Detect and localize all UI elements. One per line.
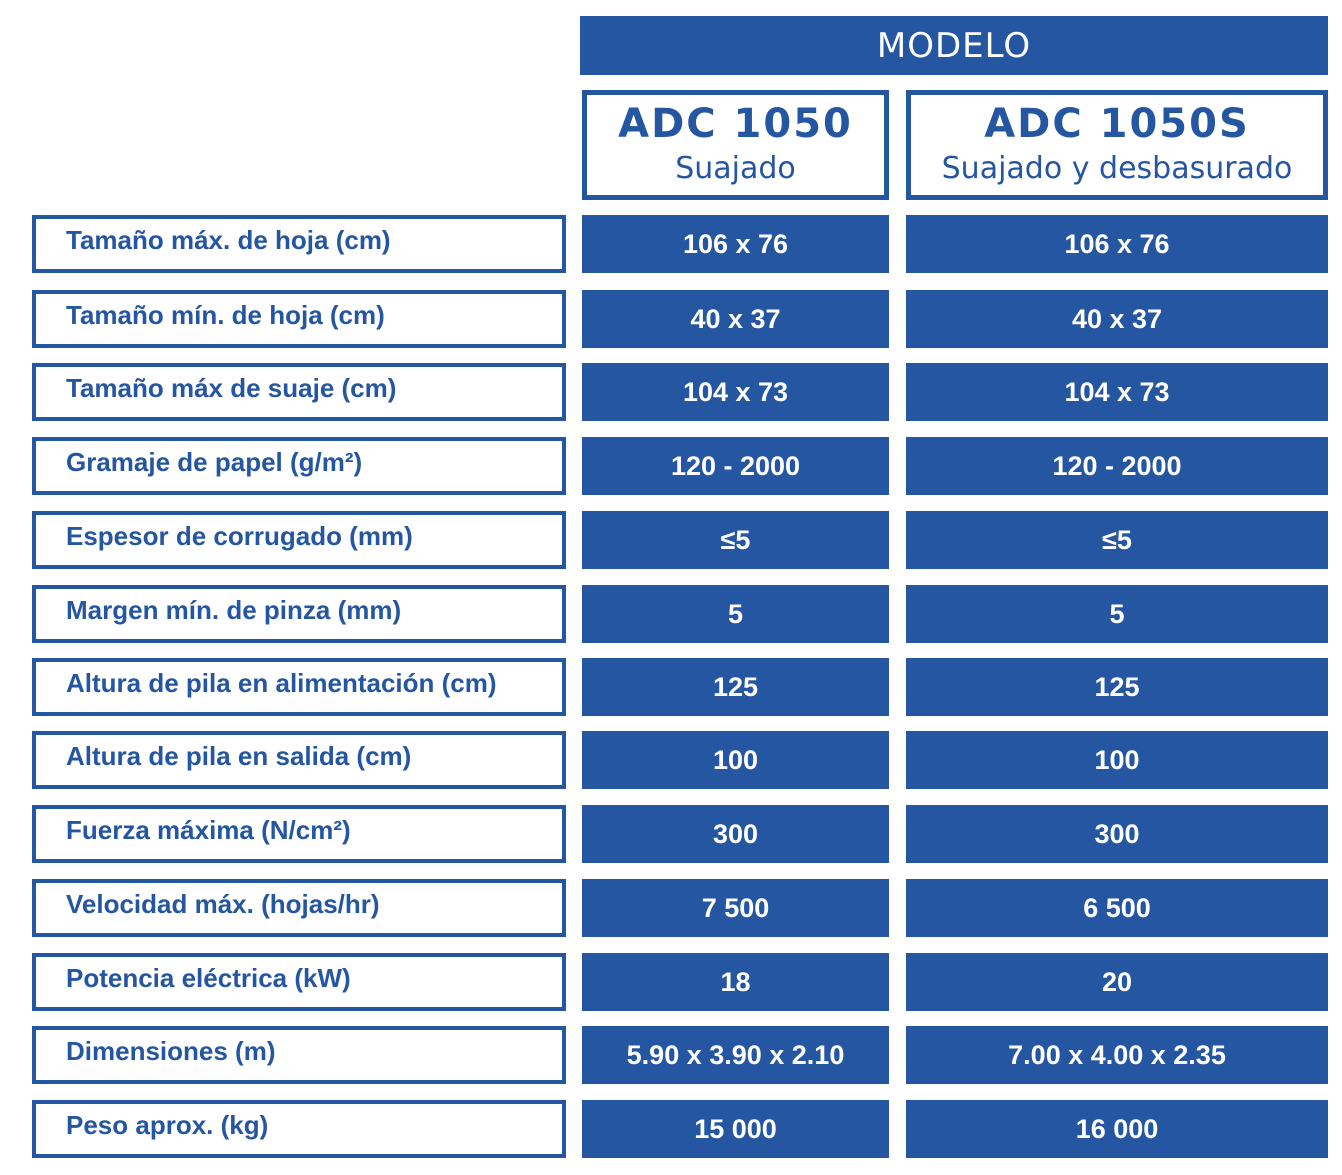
row-value-adc-1050: 7 500: [582, 879, 889, 937]
row-label: Tamaño máx de suaje (cm): [32, 363, 566, 421]
row-label: Margen mín. de pinza (mm): [32, 585, 566, 643]
row-value-adc-1050s: 20: [906, 953, 1328, 1011]
row-value-adc-1050: 15 000: [582, 1100, 889, 1158]
row-value-adc-1050s: 106 x 76: [906, 215, 1328, 273]
row-label: Peso aprox. (kg): [32, 1100, 566, 1158]
modelo-header: MODELO: [580, 16, 1328, 75]
row-value-adc-1050: 5: [582, 585, 889, 643]
model-name: ADC 1050: [618, 101, 853, 147]
row-value-adc-1050s: 104 x 73: [906, 363, 1328, 421]
row-value-adc-1050s: 7.00 x 4.00 x 2.35: [906, 1026, 1328, 1084]
row-value-adc-1050: 5.90 x 3.90 x 2.10: [582, 1026, 889, 1084]
row-value-adc-1050: 18: [582, 953, 889, 1011]
row-value-adc-1050: 104 x 73: [582, 363, 889, 421]
row-label: Potencia eléctrica (kW): [32, 953, 566, 1011]
row-label: Dimensiones (m): [32, 1026, 566, 1084]
row-value-adc-1050s: 125: [906, 658, 1328, 716]
row-value-adc-1050s: 100: [906, 731, 1328, 789]
row-label: Altura de pila en alimentación (cm): [32, 658, 566, 716]
model-subtitle: Suajado y desbasurado: [941, 151, 1293, 186]
row-value-adc-1050: 106 x 76: [582, 215, 889, 273]
row-value-adc-1050: 125: [582, 658, 889, 716]
row-label: Tamaño máx. de hoja (cm): [32, 215, 566, 273]
row-label: Gramaje de papel (g/m²): [32, 437, 566, 495]
row-label: Velocidad máx. (hojas/hr): [32, 879, 566, 937]
model-adc-1050s: ADC 1050S Suajado y desbasurado: [906, 90, 1328, 200]
row-label: Tamaño mín. de hoja (cm): [32, 290, 566, 348]
model-subtitle: Suajado: [675, 151, 796, 186]
row-value-adc-1050s: 16 000: [906, 1100, 1328, 1158]
row-value-adc-1050s: ≤5: [906, 511, 1328, 569]
row-value-adc-1050s: 5: [906, 585, 1328, 643]
row-value-adc-1050: 40 x 37: [582, 290, 889, 348]
model-name: ADC 1050S: [984, 101, 1250, 147]
row-label: Espesor de corrugado (mm): [32, 511, 566, 569]
row-value-adc-1050s: 6 500: [906, 879, 1328, 937]
row-label: Fuerza máxima (N/cm²): [32, 805, 566, 863]
row-value-adc-1050: 100: [582, 731, 889, 789]
model-adc-1050: ADC 1050 Suajado: [582, 90, 889, 200]
row-label: Altura de pila en salida (cm): [32, 731, 566, 789]
modelo-title: MODELO: [876, 25, 1032, 66]
row-value-adc-1050s: 40 x 37: [906, 290, 1328, 348]
row-value-adc-1050s: 300: [906, 805, 1328, 863]
row-value-adc-1050s: 120 - 2000: [906, 437, 1328, 495]
row-value-adc-1050: 120 - 2000: [582, 437, 889, 495]
row-value-adc-1050: 300: [582, 805, 889, 863]
row-value-adc-1050: ≤5: [582, 511, 889, 569]
